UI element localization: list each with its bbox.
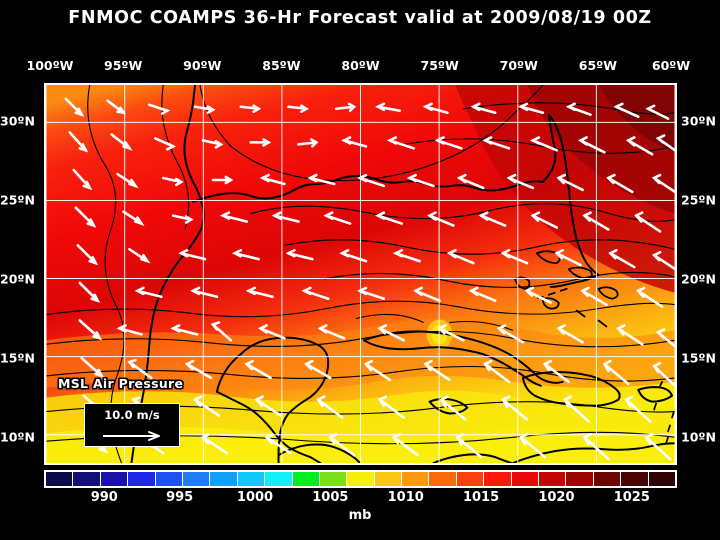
colorbar-unit-label: mb — [348, 508, 372, 523]
colorbar-swatch — [347, 472, 375, 486]
latitude-tick-label: 20ºN — [0, 271, 35, 287]
colorbar-swatch — [155, 472, 183, 486]
latitude-tick-label: 20ºN — [681, 271, 716, 287]
colorbar-swatch — [292, 472, 320, 486]
colorbar-swatch — [566, 472, 594, 486]
latitude-tick-label: 15ºN — [681, 350, 716, 366]
wind-scale-key: 10.0 m/s — [84, 403, 180, 447]
latitude-tick-label: 25ºN — [681, 192, 716, 208]
latitude-tick-label: 30ºN — [681, 113, 716, 129]
map-plot-inner: MSL Air Pressure 10.0 m/s — [46, 85, 675, 463]
colorbar-swatch — [402, 472, 430, 486]
colorbar-swatch — [374, 472, 403, 486]
longitude-tick-label: 75ºW — [420, 58, 459, 73]
colorbar-swatch — [182, 472, 211, 486]
longitude-tick-label: 95ºW — [104, 58, 143, 73]
colorbar-swatch — [429, 472, 457, 486]
wind-scale-arrow-icon — [103, 431, 160, 441]
colorbar-swatch — [210, 472, 238, 486]
colorbar-swatch — [648, 472, 675, 486]
colorbar-swatch — [539, 472, 567, 486]
colorbar-swatch — [265, 472, 293, 486]
colorbar-tick-label: 1020 — [538, 490, 575, 505]
latitude-tick-label: 10ºN — [681, 429, 716, 445]
longitude-tick-label: 80ºW — [341, 58, 380, 73]
longitude-tick-label: 100ºW — [26, 58, 74, 73]
colorbar-swatch — [484, 472, 512, 486]
latitude-tick-label: 25ºN — [0, 192, 35, 208]
latitude-tick-label: 30ºN — [0, 113, 35, 129]
page-title: FNMOC COAMPS 36-Hr Forecast valid at 200… — [68, 8, 652, 28]
colorbar-tick-label: 995 — [166, 490, 194, 505]
colorbar-swatch — [621, 472, 649, 486]
longitude-tick-label: 90ºW — [183, 58, 222, 73]
longitude-tick-label: 65ºW — [578, 58, 617, 73]
colorbar-tick-label: 1005 — [312, 490, 349, 505]
colorbar-swatch — [511, 472, 540, 486]
colorbar-swatch — [319, 472, 348, 486]
colorbar-tick-label: 990 — [90, 490, 118, 505]
colorbar-tick-label: 1000 — [236, 490, 274, 505]
colorbar-tick-label: 1015 — [462, 490, 500, 505]
colorbar-swatch — [456, 472, 485, 486]
latitude-tick-label: 15ºN — [0, 350, 35, 366]
wind-scale-label: 10.0 m/s — [104, 408, 160, 422]
pressure-colorbar — [44, 470, 677, 488]
colorbar-swatch — [593, 472, 622, 486]
longitude-tick-label: 70ºW — [499, 58, 538, 73]
colorbar-swatch — [237, 472, 266, 486]
map-plot: MSL Air Pressure 10.0 m/s — [44, 83, 677, 465]
colorbar-tick-label: 1010 — [387, 490, 424, 505]
longitude-tick-label: 60ºW — [651, 58, 691, 73]
colorbar-swatch — [128, 472, 156, 486]
latitude-tick-label: 10ºN — [0, 429, 35, 445]
field-label: MSL Air Pressure — [58, 376, 184, 391]
colorbar-swatch — [46, 472, 74, 486]
longitude-tick-label: 85ºW — [262, 58, 301, 73]
colorbar-swatch — [73, 472, 101, 486]
colorbar-tick-label: 1025 — [613, 490, 650, 505]
colorbar-swatch — [100, 472, 129, 486]
longitude-axis-top: 100ºW 95ºW 90ºW 85ºW 80ºW 75ºW 70ºW 65ºW 60ºW — [27, 58, 691, 74]
colorbar-tick-labels: 990 995 1000 1005 1010 1015 1020 1025 — [44, 490, 677, 508]
